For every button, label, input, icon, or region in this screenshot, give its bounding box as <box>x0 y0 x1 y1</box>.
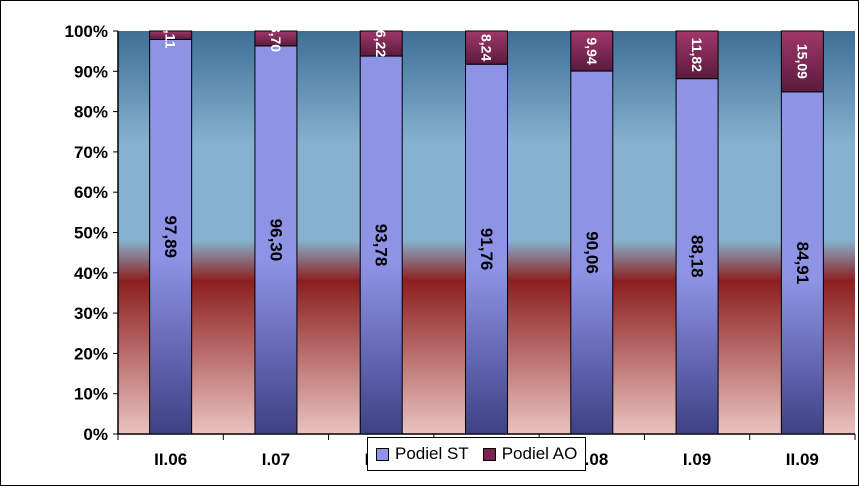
bar-segment-ao <box>570 30 614 72</box>
data-label-st: 91,76 <box>477 228 496 271</box>
data-label-ao: 9,94 <box>584 37 600 64</box>
legend-label-ao: Podiel AO <box>501 444 578 463</box>
bar-segment-st <box>359 55 403 435</box>
y-tick-label: 30% <box>74 304 108 323</box>
legend-swatch-st <box>376 447 389 461</box>
bar-segment-st <box>675 78 719 435</box>
data-label-st: 97,89 <box>161 215 180 258</box>
legend-item-ao: Podiel AO <box>482 444 578 464</box>
data-label-st: 84,91 <box>793 242 812 285</box>
y-tick-label: 0% <box>83 425 108 444</box>
data-label-ao: 15,09 <box>794 44 810 79</box>
y-tick-label: 80% <box>74 103 108 122</box>
data-labels: 97,89 2,11 96,30 3,70 93,78 6,22 91,76 8,24 90,0… <box>161 22 812 284</box>
bars <box>149 30 824 435</box>
y-tick-label: 60% <box>74 183 108 202</box>
x-tick-label: II.06 <box>154 450 187 469</box>
data-label-st: 93,78 <box>372 224 391 267</box>
data-label-st: 88,18 <box>688 235 707 278</box>
bar-segment-ao <box>780 30 824 93</box>
data-label-ao: 2,11 <box>163 22 179 49</box>
legend: Podiel ST Podiel AO <box>367 437 587 471</box>
data-label-ao: 11,82 <box>689 38 705 72</box>
bar-segment-ao <box>149 30 193 41</box>
y-tick-label: 100% <box>65 22 108 41</box>
data-label-ao: 6,22 <box>373 30 389 57</box>
y-tick-label: 40% <box>74 264 108 283</box>
y-tick-label: 50% <box>74 224 108 243</box>
bar-segment-st <box>570 70 614 435</box>
bar-segment-ao <box>465 30 508 65</box>
data-label-st: 90,06 <box>582 231 601 274</box>
bar-segment-st <box>149 39 193 435</box>
x-tick-label: I.09 <box>683 450 711 469</box>
data-label-ao: 3,70 <box>268 25 284 52</box>
bar-segment-ao <box>359 30 403 57</box>
legend-item-st: Podiel ST <box>376 444 469 464</box>
y-tick-label: 90% <box>74 62 108 81</box>
y-tick-label: 20% <box>74 344 108 363</box>
x-tick-label: II.09 <box>786 450 819 469</box>
y-tick-label: 70% <box>74 143 108 162</box>
data-label-st: 96,30 <box>266 219 285 262</box>
bar-segment-st <box>780 91 824 435</box>
bar-segment-st <box>254 45 298 435</box>
bar-segment-ao <box>675 30 719 80</box>
legend-swatch-ao <box>482 447 496 461</box>
bar-segment-ao <box>254 30 298 47</box>
y-tick-label: 10% <box>74 385 108 404</box>
data-label-ao: 8,24 <box>479 34 495 61</box>
x-tick-label: I.07 <box>262 450 290 469</box>
legend-label-st: Podiel ST <box>395 444 469 463</box>
bar-segment-st <box>465 63 508 435</box>
